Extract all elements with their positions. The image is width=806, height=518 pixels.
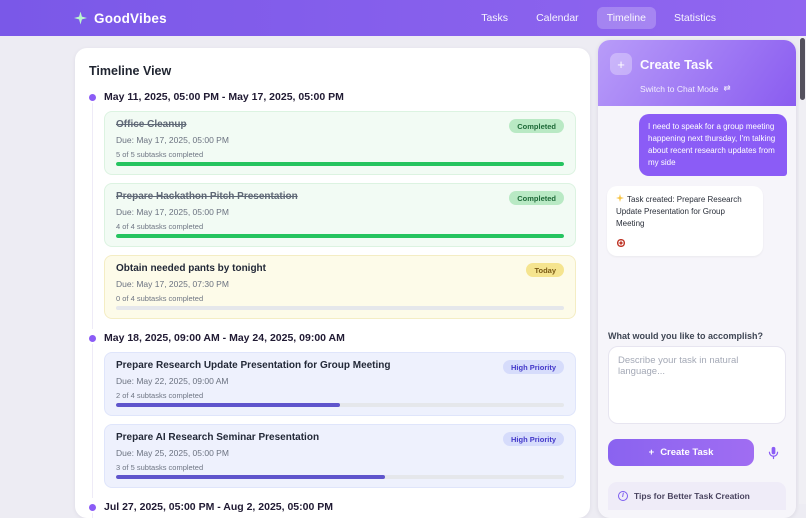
- task-description-input[interactable]: [608, 346, 786, 424]
- group-date-range: Jul 27, 2025, 05:00 PM - Aug 2, 2025, 05…: [104, 501, 333, 513]
- user-message-bubble: I need to speak for a group meeting happ…: [639, 114, 787, 176]
- scrollbar-thumb[interactable]: [800, 38, 805, 100]
- timeline-group: May 11, 2025, 05:00 PM - May 17, 2025, 0…: [89, 91, 576, 329]
- progress-fill: [116, 162, 564, 166]
- task-title: Office Cleanup: [116, 119, 187, 130]
- task-card[interactable]: Obtain needed pants by tonight Today Due…: [104, 255, 576, 319]
- create-task-header: + Create Task Switch to Chat Mode ⇄: [598, 40, 796, 106]
- microphone-icon: [768, 446, 778, 460]
- progress-bar: [116, 403, 564, 407]
- task-card[interactable]: Prepare Hackathon Pitch Presentation Com…: [104, 183, 576, 247]
- timeline-group: May 18, 2025, 09:00 AM - May 24, 2025, 0…: [89, 332, 576, 498]
- progress-fill: [116, 403, 340, 407]
- subtask-count: 5 of 5 subtasks completed: [116, 150, 204, 159]
- sparkle-logo-icon: [74, 11, 87, 25]
- create-task-button[interactable]: + Create Task: [608, 439, 754, 466]
- create-task-button-label: Create Task: [660, 447, 714, 458]
- status-badge: Completed: [509, 119, 564, 133]
- group-date-range: May 18, 2025, 09:00 AM - May 24, 2025, 0…: [104, 332, 345, 344]
- task-card[interactable]: Office Cleanup Completed Due: May 17, 20…: [104, 111, 576, 175]
- page-scrollbar: [799, 36, 806, 504]
- nav-item-timeline[interactable]: Timeline: [596, 7, 656, 29]
- group-header: May 11, 2025, 05:00 PM - May 17, 2025, 0…: [89, 91, 576, 103]
- group-date-range: May 11, 2025, 05:00 PM - May 17, 2025, 0…: [104, 91, 344, 103]
- task-title: Prepare Hackathon Pitch Presentation: [116, 191, 298, 202]
- timeline-dot-icon: [89, 93, 96, 101]
- task-due-date: Due: May 25, 2025, 05:00 PM: [116, 448, 229, 458]
- group-header: May 18, 2025, 09:00 AM - May 24, 2025, 0…: [89, 332, 576, 344]
- timeline-panel: Timeline View May 11, 2025, 05:00 PM - M…: [75, 48, 590, 518]
- panel-title: Create Task: [640, 56, 713, 72]
- create-task-panel: + Create Task Switch to Chat Mode ⇄ I ne…: [598, 40, 796, 518]
- progress-fill: [116, 475, 385, 479]
- progress-bar: [116, 162, 564, 166]
- task-card[interactable]: Prepare AI Research Seminar Presentation…: [104, 424, 576, 488]
- progress-bar: [116, 306, 564, 310]
- nav-item-calendar[interactable]: Calendar: [536, 12, 579, 24]
- status-badge: High Priority: [502, 432, 564, 446]
- app-title: GoodVibes: [94, 10, 167, 26]
- assistant-message-text: Task created: Prepare Research Update Pr…: [616, 195, 742, 228]
- subtask-count: 0 of 4 subtasks completed: [116, 294, 204, 303]
- progress-bar: [116, 475, 564, 479]
- subtask-count: 2 of 4 subtasks completed: [116, 391, 204, 400]
- plus-icon: +: [648, 447, 655, 458]
- target-emoji: [616, 238, 626, 248]
- tips-label: Tips for Better Task Creation: [634, 491, 750, 501]
- task-due-date: Due: May 17, 2025, 07:30 PM: [116, 279, 229, 289]
- prompt-label: What would you like to accomplish?: [608, 331, 764, 341]
- switch-to-chat-mode-link[interactable]: Switch to Chat Mode ⇄: [640, 83, 731, 94]
- nav-item-statistics[interactable]: Statistics: [673, 12, 716, 24]
- progress-fill: [116, 234, 564, 238]
- swap-icon: ⇄: [723, 83, 731, 93]
- task-title: Prepare AI Research Seminar Presentation: [116, 432, 320, 443]
- timeline-dot-icon: [89, 503, 96, 511]
- assistant-message-bubble: Task created: Prepare Research Update Pr…: [607, 186, 763, 256]
- top-nav: GoodVibes Tasks Calendar Timeline Statis…: [0, 0, 806, 36]
- nav-item-tasks[interactable]: Tasks: [481, 12, 509, 24]
- progress-bar: [116, 234, 564, 238]
- switch-label: Switch to Chat Mode: [640, 83, 719, 94]
- info-icon: i: [618, 491, 628, 501]
- status-badge: Today: [526, 263, 564, 277]
- task-composer: What would you like to accomplish? + Cre…: [598, 321, 796, 510]
- task-due-date: Due: May 17, 2025, 05:00 PM: [116, 135, 229, 145]
- timeline-dot-icon: [89, 334, 96, 342]
- status-badge: Completed: [509, 191, 564, 205]
- chat-messages: I need to speak for a group meeting happ…: [598, 106, 796, 321]
- subtask-count: 3 of 5 subtasks completed: [116, 463, 204, 472]
- microphone-button[interactable]: [760, 440, 786, 466]
- tips-row[interactable]: i Tips for Better Task Creation: [608, 482, 786, 510]
- task-title: Prepare Research Update Presentation for…: [116, 360, 391, 371]
- task-due-date: Due: May 17, 2025, 05:00 PM: [116, 207, 229, 217]
- task-title: Obtain needed pants by tonight: [116, 263, 266, 274]
- plus-icon[interactable]: +: [610, 53, 632, 75]
- status-badge: High Priority: [502, 360, 564, 374]
- task-due-date: Due: May 22, 2025, 09:00 AM: [116, 376, 229, 386]
- group-header: Jul 27, 2025, 05:00 PM - Aug 2, 2025, 05…: [89, 501, 576, 513]
- page-title: Timeline View: [89, 64, 172, 78]
- brand: GoodVibes: [74, 11, 167, 26]
- task-card[interactable]: Prepare Research Update Presentation for…: [104, 352, 576, 416]
- subtask-count: 4 of 4 subtasks completed: [116, 222, 204, 231]
- main-nav: Tasks Calendar Timeline Statistics: [471, 7, 726, 29]
- sparkle-icon: [616, 194, 624, 202]
